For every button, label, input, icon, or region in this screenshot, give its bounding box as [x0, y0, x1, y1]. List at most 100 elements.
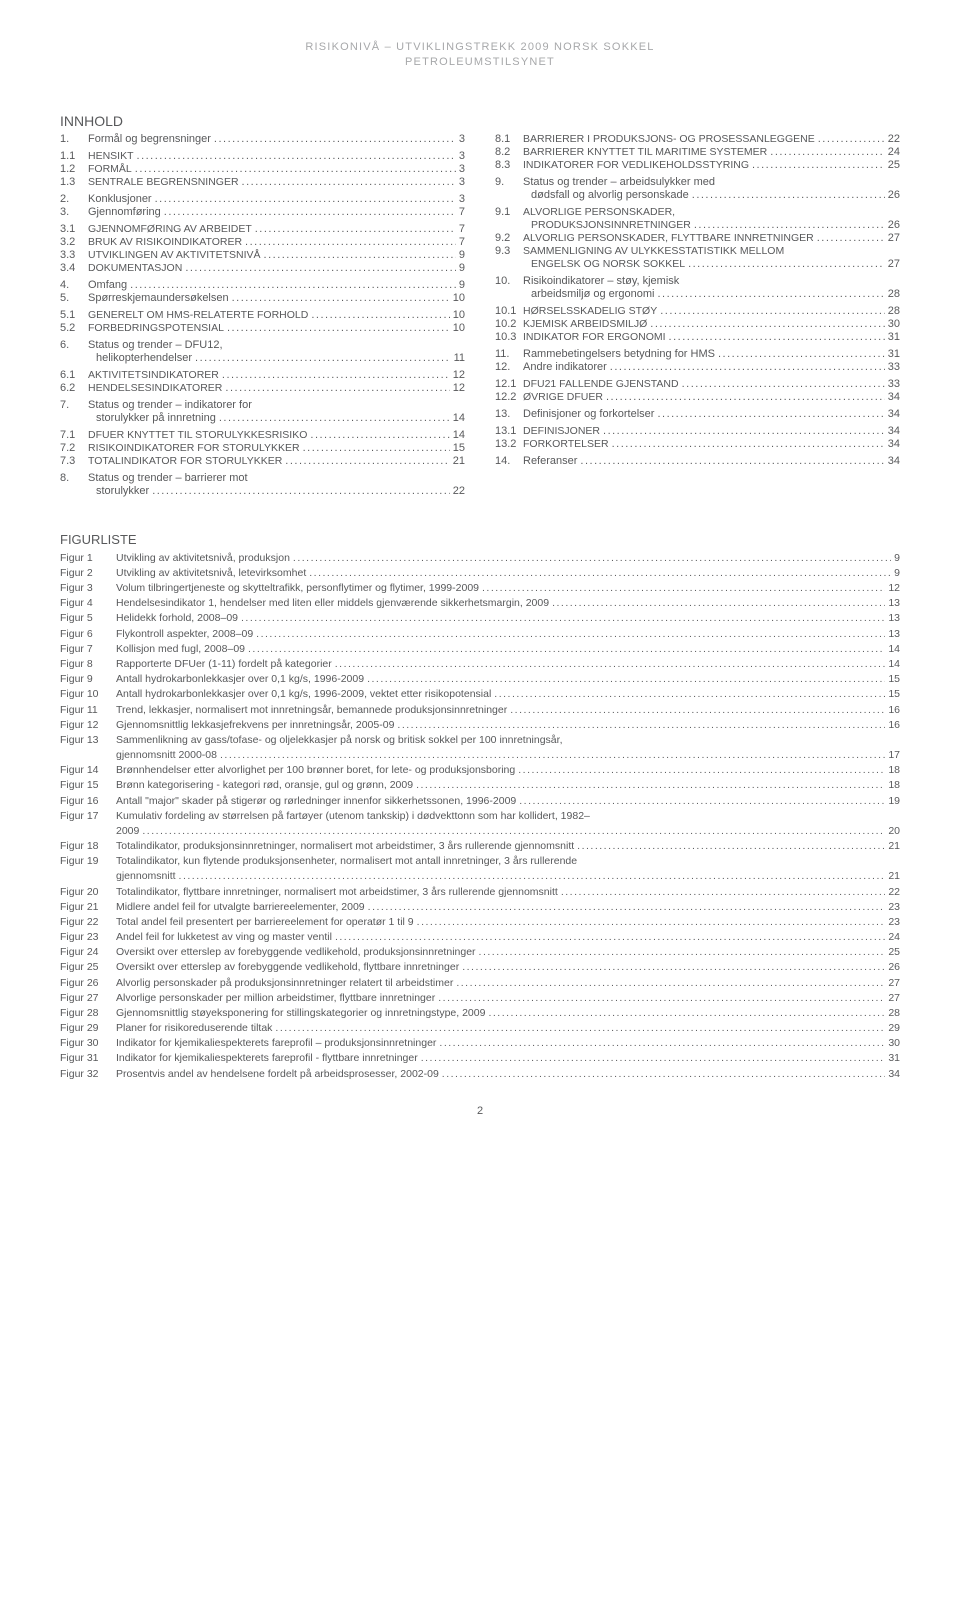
- fig-entry-label: Planer for risikoreduserende tiltak: [116, 1021, 272, 1035]
- toc-entry-num: 13.1: [495, 425, 523, 437]
- fig-entry-num: Figur 19: [60, 854, 116, 868]
- toc-entry-page: 22: [453, 485, 465, 497]
- toc-entry-num: [60, 485, 96, 497]
- toc-entry: 9.Status og trender – arbeidsulykker med: [495, 176, 900, 188]
- toc-entry: 11.Rammebetingelsers betydning for HMS..…: [495, 348, 900, 360]
- fig-entry-label: Antall hydrokarbonlekkasjer over 0,1 kg/…: [116, 687, 491, 701]
- fig-entry-label: Hendelsesindikator 1, hendelser med lite…: [116, 596, 549, 610]
- fig-entry-page: 13: [888, 596, 900, 610]
- fig-entry-dots: [439, 1036, 885, 1050]
- fig-entry-dots: [577, 839, 885, 853]
- toc-entry-dots: [264, 249, 456, 261]
- toc-entry-num: 13.2: [495, 438, 523, 450]
- fig-entry-label: Utvikling av aktivitetsnivå, produksjon: [116, 551, 290, 565]
- toc-entry-num: 2.: [60, 193, 88, 205]
- toc-entry-dots: [255, 223, 456, 235]
- toc-entry-page: 10: [453, 292, 465, 304]
- fig-entry-dots: [416, 778, 885, 792]
- toc-entry-label: storulykker på innretning: [96, 412, 216, 424]
- toc-entry-dots: [752, 159, 885, 171]
- toc-entry-page: 10: [453, 309, 465, 321]
- figurliste-title: FIGURLISTE: [60, 532, 900, 547]
- toc-entry-dots: [694, 219, 885, 231]
- fig-entry-num: Figur 24: [60, 945, 116, 959]
- toc-entry-dots: [310, 429, 449, 441]
- fig-entry-label: Rapporterte DFUer (1-11) fordelt på kate…: [116, 657, 332, 671]
- toc-entry: 3.Gjennomføring 7: [60, 206, 465, 218]
- fig-entry-num: Figur 32: [60, 1067, 116, 1081]
- fig-entry-page: 12: [888, 581, 900, 595]
- toc-entry-num: 1.2: [60, 163, 88, 175]
- toc-entry-dots: [155, 193, 456, 205]
- toc-entry-dots: [195, 352, 451, 364]
- fig-entry-label: Kumulativ fordeling av størrelsen på far…: [116, 809, 590, 823]
- toc-entry-page: 34: [888, 425, 900, 437]
- toc-entry-num: 6.: [60, 339, 88, 351]
- fig-entry-label: Prosentvis andel av hendelsene fordelt p…: [116, 1067, 439, 1081]
- fig-entry: Figur 6Flykontroll aspekter, 2008–0913: [60, 627, 900, 641]
- toc-entry-label: DFUER KNYTTET TIL STORULYKKESRISIKO: [88, 429, 307, 441]
- fig-entry-dots: [241, 611, 885, 625]
- fig-entry-num: Figur 6: [60, 627, 116, 641]
- toc-entry-label: ALVORLIGE PERSONSKADER,: [523, 206, 675, 218]
- toc-entry-page: 34: [888, 391, 900, 403]
- fig-entry-dots: [552, 596, 885, 610]
- fig-entry-num: Figur 7: [60, 642, 116, 656]
- toc-entry: 3.2BRUK AV RISIKOINDIKATORER 7: [60, 236, 465, 248]
- fig-entry-num: Figur 18: [60, 839, 116, 853]
- toc-entry-num: 1.3: [60, 176, 88, 188]
- toc-entry: 5.Spørreskjemaundersøkelsen 10: [60, 292, 465, 304]
- fig-entry-num: Figur 13: [60, 733, 116, 747]
- fig-entry-label: Brønn kategorisering - kategori rød, ora…: [116, 778, 413, 792]
- fig-entry-num: Figur 30: [60, 1036, 116, 1050]
- toc-entry-page: 9: [459, 249, 465, 261]
- fig-entry-dots: [179, 869, 886, 883]
- fig-entry-page: 34: [888, 1067, 900, 1081]
- toc-entry-page: 21: [453, 455, 465, 467]
- fig-entry: Figur 22Total andel feil presentert per …: [60, 915, 900, 929]
- fig-entry-dots: [561, 885, 886, 899]
- fig-entry-page: 14: [888, 657, 900, 671]
- fig-entry-page: 24: [888, 930, 900, 944]
- fig-entry-label: gjennomsnitt: [116, 869, 176, 883]
- fig-entry: Figur 1Utvikling av aktivitetsnivå, prod…: [60, 551, 900, 565]
- toc-entry-label: SAMMENLIGNING AV ULYKKESSTATISTIKK MELLO…: [523, 245, 784, 257]
- toc-entry-num: [60, 412, 96, 424]
- fig-entry-page: 15: [888, 672, 900, 686]
- toc-entry: 3.4DOKUMENTASJON 9: [60, 262, 465, 274]
- toc-entry-num: 1.1: [60, 150, 88, 162]
- toc-entry-dots: [245, 236, 456, 248]
- toc-entry: 3.1GJENNOMFØRING AV ARBEIDET 7: [60, 223, 465, 235]
- toc-entry-label: Andre indikatorer: [523, 361, 607, 373]
- fig-entry: Figur 8Rapporterte DFUer (1-11) fordelt …: [60, 657, 900, 671]
- fig-entry-page: 27: [888, 976, 900, 990]
- fig-entry-num: Figur 4: [60, 596, 116, 610]
- toc-entry-label: GENERELT OM HMS-RELATERTE FORHOLD: [88, 309, 308, 321]
- fig-entry-dots: [438, 991, 885, 1005]
- toc-entry-num: 5.: [60, 292, 88, 304]
- toc-entry-label: BRUK AV RISIKOINDIKATORER: [88, 236, 242, 248]
- toc-entry-num: 7.2: [60, 442, 88, 454]
- toc-entry: 9.3SAMMENLIGNING AV ULYKKESSTATISTIKK ME…: [495, 245, 900, 257]
- fig-entry-label: Gjennomsnittlig lekkasjefrekvens per inn…: [116, 718, 394, 732]
- fig-entry-dots: [519, 794, 885, 808]
- fig-entry-label: Indikator for kjemikaliespekterets farep…: [116, 1036, 436, 1050]
- fig-entry-page: 23: [888, 900, 900, 914]
- toc-entry-dots: [232, 292, 450, 304]
- fig-entry-label: Oversikt over etterslep av forebyggende …: [116, 945, 476, 959]
- toc-entry: 9.2ALVORLIG PERSONSKADER, FLYTTBARE INNR…: [495, 232, 900, 244]
- doc-header: RISIKONIVÅ – UTVIKLINGSTREKK 2009 NORSK …: [60, 40, 900, 71]
- toc-entry-label: Referanser: [523, 455, 577, 467]
- fig-entry: Figur 4Hendelsesindikator 1, hendelser m…: [60, 596, 900, 610]
- toc-entry-dots: [164, 206, 456, 218]
- toc-entry-dots: [214, 133, 456, 145]
- fig-entry-num: Figur 26: [60, 976, 116, 990]
- toc-entry-dots: [658, 288, 885, 300]
- toc-entry-page: 34: [888, 438, 900, 450]
- toc-left-col: 1.Formål og begrensninger 31.1HENSIKT 31…: [60, 133, 465, 498]
- fig-entry-dots: [518, 763, 885, 777]
- toc-entry-label: HØRSELSSKADELIG STØY: [523, 305, 657, 317]
- toc-entry-num: 3.3: [60, 249, 88, 261]
- fig-entry-label: Total andel feil presentert per barriere…: [116, 915, 414, 929]
- toc-entry-page: 7: [459, 206, 465, 218]
